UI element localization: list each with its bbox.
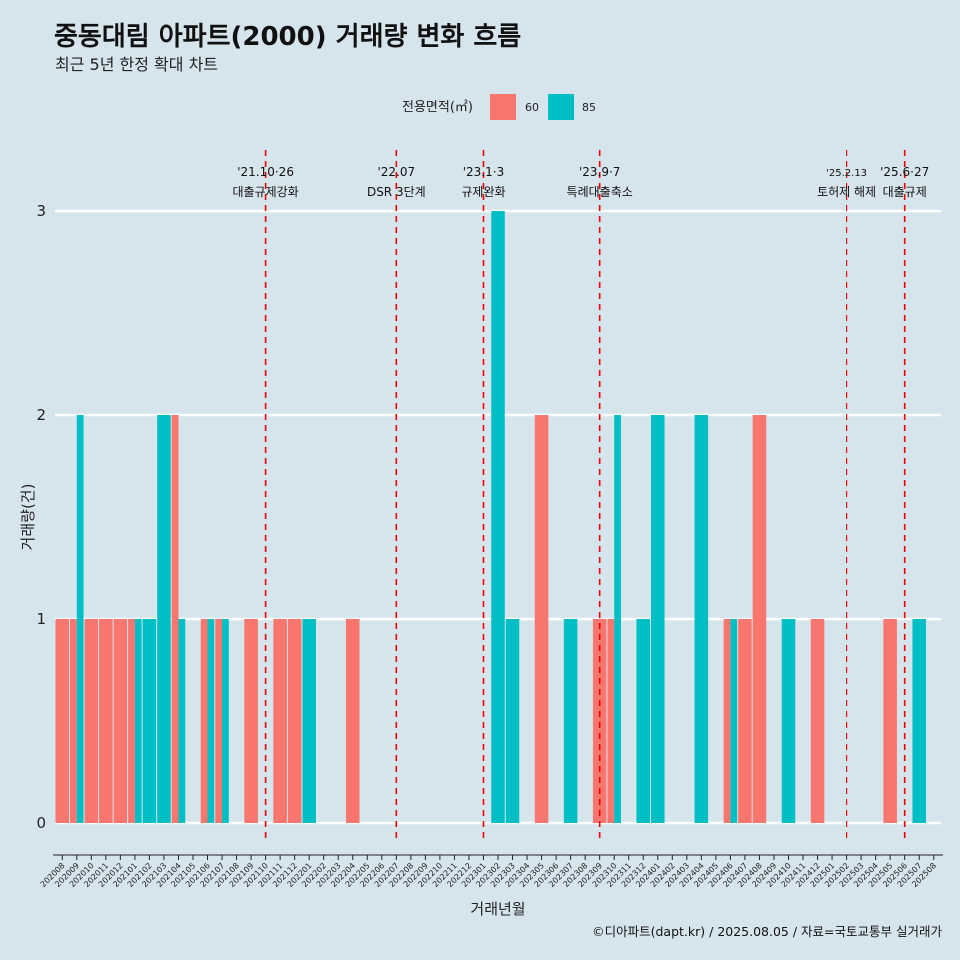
- bar-85-202104: [178, 619, 186, 823]
- x-axis: 2020082020092020102020112020122021012021…: [39, 854, 943, 889]
- bar-85-202009: [76, 415, 84, 823]
- legend: 전용면적(㎡) 60 85: [402, 94, 596, 120]
- bar-85-202307: [563, 619, 578, 823]
- chart-title: 중동대림 아파트(2000) 거래량 변화 흐름: [54, 22, 521, 52]
- bar-85-202101: [134, 619, 142, 823]
- bar-60-202012: [113, 619, 128, 823]
- bars: [55, 211, 926, 823]
- bar-60-202408: [752, 415, 767, 823]
- chart-subtitle: 최근 5년 한정 확대 차트: [55, 55, 218, 74]
- bar-85-202312: [636, 619, 651, 823]
- event-label: 대출규제: [883, 185, 927, 199]
- bar-60-202104: [171, 415, 179, 823]
- event-label: 대출규제강화: [232, 185, 298, 199]
- bar-60-202109: [244, 619, 258, 823]
- legend-swatch-60: [490, 94, 516, 120]
- bar-85-202201: [302, 619, 316, 823]
- bar-60-202505: [883, 619, 897, 823]
- bar-85-202404: [694, 415, 709, 823]
- bar-60-202011: [99, 619, 113, 823]
- bar-85-202401: [651, 415, 665, 823]
- event-label: DSR 3단계: [367, 185, 426, 199]
- caption: ©디아파트(dapt.kr) / 2025.08.05 / 자료=국토교통부 실…: [592, 924, 942, 939]
- event-date: '25.2.13: [826, 168, 867, 179]
- y-axis: 0 1 2 3: [36, 202, 46, 832]
- bar-60-202010: [84, 619, 99, 823]
- legend-swatch-85: [548, 94, 574, 120]
- legend-label-85: 85: [582, 101, 596, 114]
- bar-60-202008: [55, 619, 70, 823]
- event-label: 토허제 해제: [817, 185, 876, 199]
- bar-60-202204: [345, 619, 360, 823]
- bar-85-202107: [222, 619, 229, 823]
- bar-60-202009: [70, 619, 77, 823]
- event-label: 특례대출축소: [567, 185, 633, 199]
- y-tick-label: 3: [36, 202, 46, 220]
- bar-85-202310: [614, 415, 621, 823]
- y-tick-label: 1: [36, 610, 46, 628]
- legend-title: 전용면적(㎡): [402, 100, 473, 115]
- event-date: '21.10·26: [237, 165, 294, 179]
- bar-60-202101: [128, 619, 135, 823]
- legend-label-60: 60: [525, 101, 539, 114]
- bar-60-202111: [273, 619, 287, 823]
- bar-60-202112: [287, 619, 302, 823]
- bar-60-202412: [810, 619, 825, 823]
- event-date: '25.6·27: [880, 165, 929, 179]
- bar-60-202406: [723, 619, 731, 823]
- bar-85-202302: [491, 211, 505, 823]
- bar-85-202103: [157, 415, 171, 823]
- bar-85-202410: [781, 619, 796, 823]
- bar-85-202406: [730, 619, 738, 823]
- event-date: '23.9·7: [579, 165, 620, 179]
- bar-60-202310: [607, 619, 615, 823]
- bar-85-202507: [912, 619, 926, 823]
- bar-60-202305: [534, 415, 549, 823]
- y-axis-title: 거래량(건): [19, 484, 37, 551]
- y-tick-label: 0: [36, 814, 46, 832]
- bar-60-202309: [592, 619, 607, 823]
- x-axis-title: 거래년월: [470, 900, 525, 918]
- event-date: '23.1·3: [463, 165, 504, 179]
- annotations: '21.10·26 대출규제강화 '22.07 DSR 3단계 '23.1·3 규제완화 '…: [232, 150, 929, 843]
- bar-60-202407: [738, 619, 752, 823]
- bar-60-202106: [200, 619, 208, 823]
- event-date: '22.07: [377, 165, 415, 179]
- bar-85-202102: [142, 619, 157, 823]
- bar-60-202107: [215, 619, 223, 823]
- event-label: 규제완화: [461, 185, 505, 199]
- bar-85-202106: [207, 619, 215, 823]
- bar-85-202303: [505, 619, 520, 823]
- y-tick-label: 2: [36, 406, 46, 424]
